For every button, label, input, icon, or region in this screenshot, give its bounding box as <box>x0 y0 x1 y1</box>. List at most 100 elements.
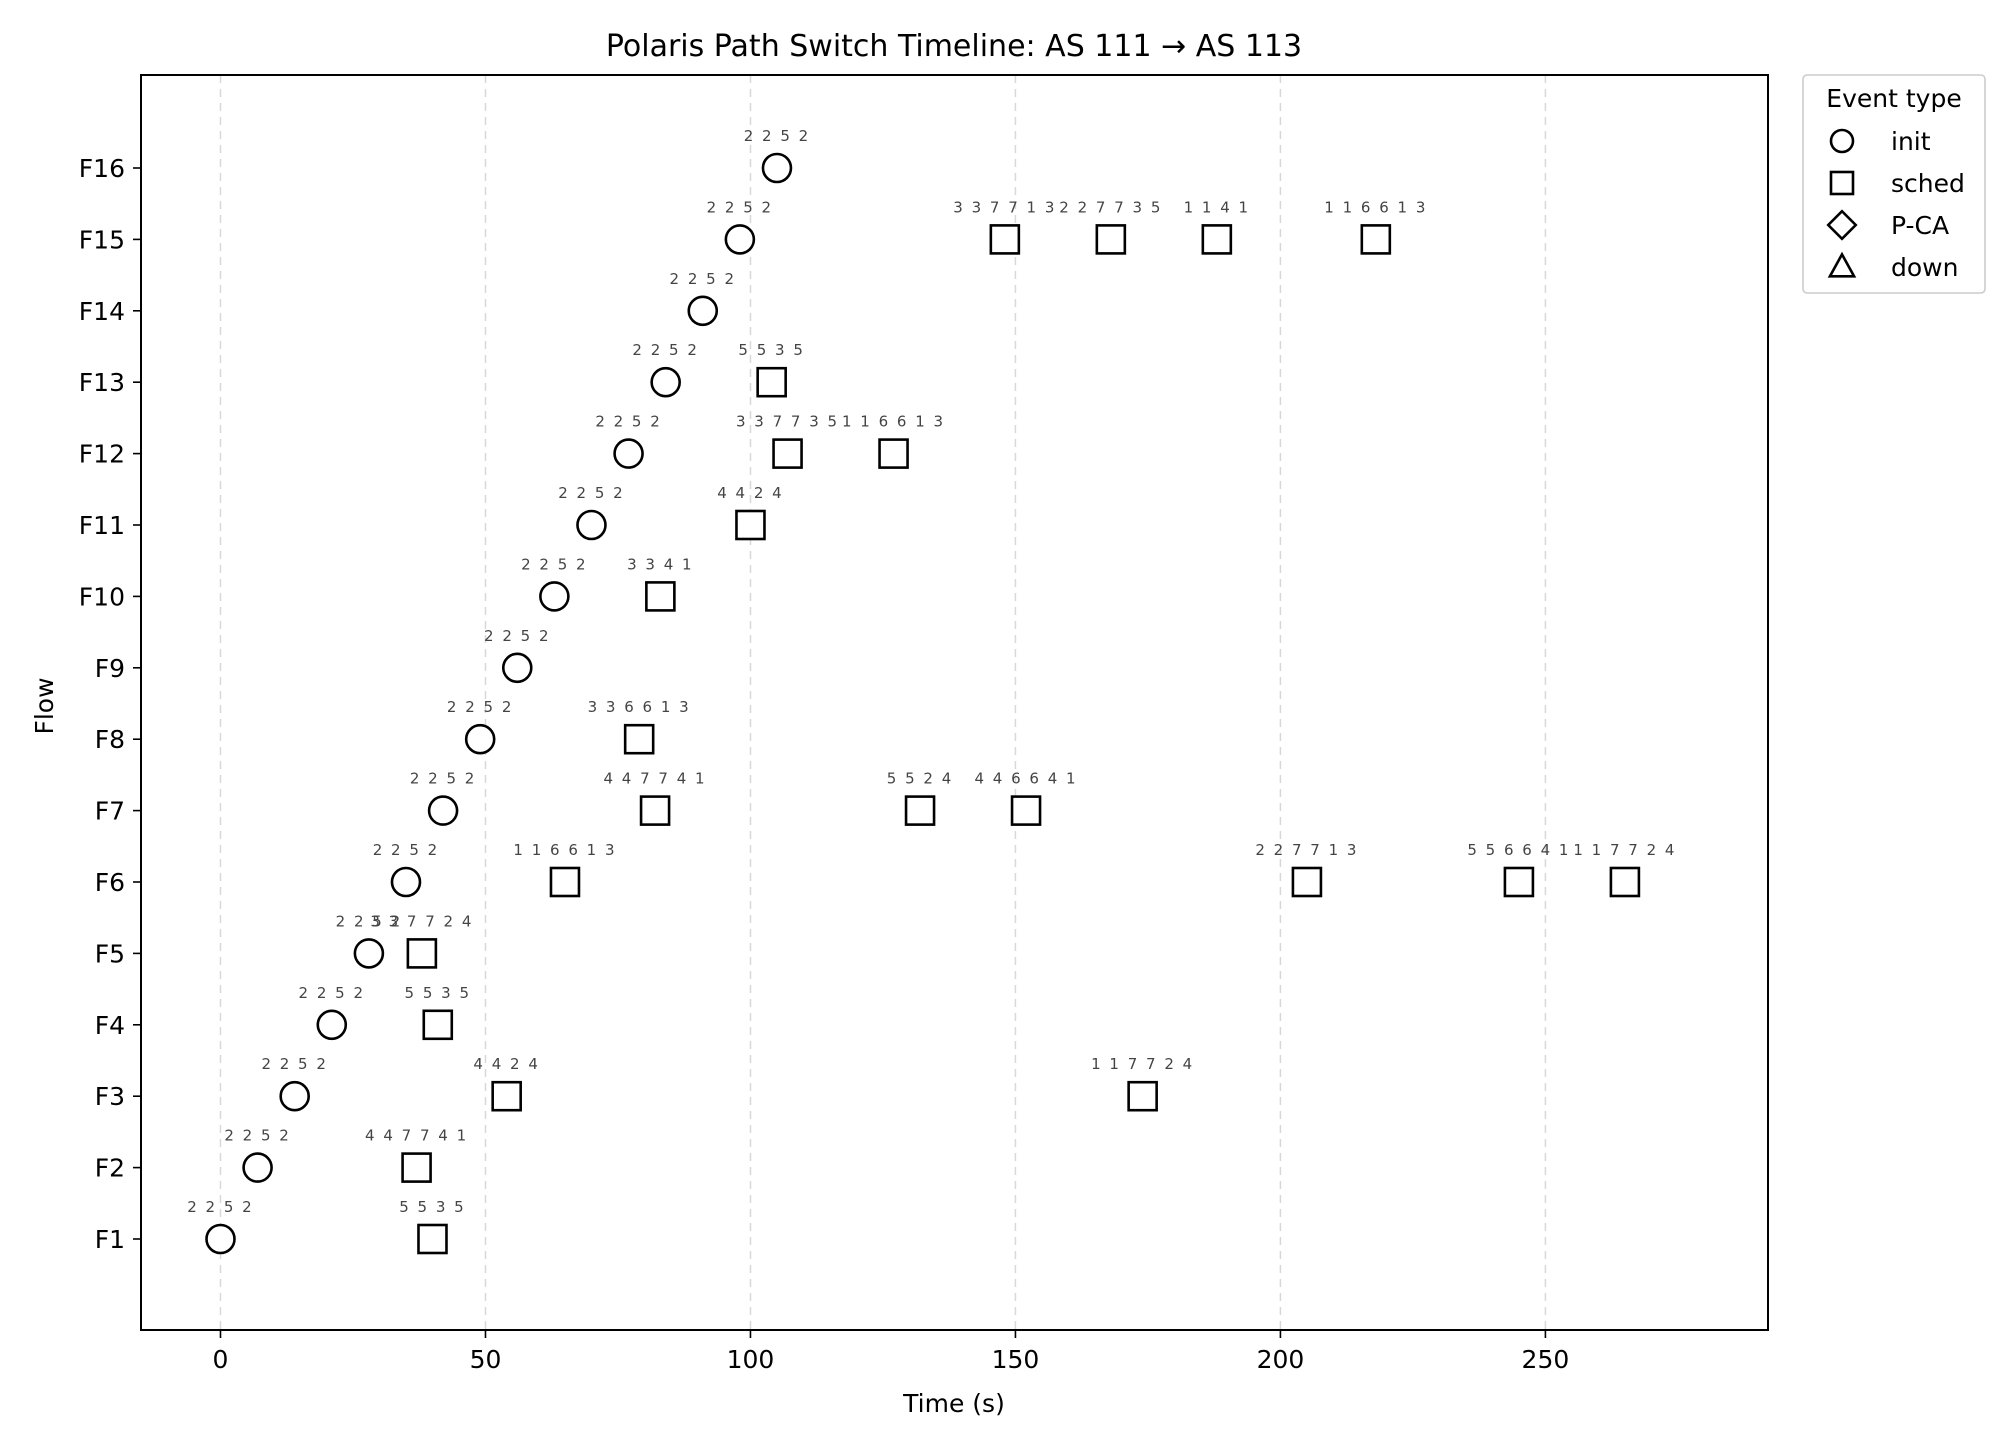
sched-point-label: 1 1 7 7 2 4 <box>1573 841 1676 859</box>
init-point-f6 <box>390 866 422 898</box>
init-point-f1 <box>205 1223 236 1255</box>
sched-point-label: 5 5 3 5 <box>738 341 804 359</box>
init-point-label: 2 2 5 2 <box>447 698 513 716</box>
x-tick-label: 200 <box>1257 1345 1305 1374</box>
sched-point-label: 4 4 2 4 <box>473 1055 539 1073</box>
init-point-label: 2 2 5 2 <box>484 627 550 645</box>
x-tick-label: 50 <box>470 1345 502 1374</box>
legend-entries: init sched P-CA down <box>1826 127 1965 282</box>
y-tick-label-f1: F1 <box>95 1225 125 1254</box>
init-point-f5 <box>353 938 385 969</box>
sched-point-label: 3 3 7 7 1 3 <box>953 198 1056 216</box>
y-tick-label-f11: F11 <box>79 511 125 540</box>
init-point-f7 <box>427 795 459 826</box>
axes: 0 50 100 150 200 250 F1 F2 F3 F4 F5 F6 F7 F8 F9 F10 F11 F… <box>79 154 1569 1374</box>
sched-point-label: 4 4 7 7 4 1 <box>365 1127 468 1145</box>
sched-point-f6 <box>1291 866 1323 898</box>
sched-point-f6 <box>1609 866 1641 898</box>
y-tick-label-f12: F12 <box>79 440 125 469</box>
x-tick-label: 150 <box>992 1345 1040 1374</box>
init-point-label: 2 2 5 2 <box>336 912 402 930</box>
y-tick-label-f3: F3 <box>95 1082 125 1111</box>
x-tick-label: 0 <box>213 1345 229 1374</box>
plot-frame <box>140 74 1769 1331</box>
sched-point-f6 <box>549 866 581 898</box>
sched-point-label: 3 3 7 7 3 5 <box>736 413 839 431</box>
y-tick-label-f10: F10 <box>79 582 125 611</box>
y-axis-label: Flow <box>30 677 59 734</box>
sched-point-f15 <box>1201 224 1233 255</box>
sched-point-f10 <box>645 581 676 612</box>
sched-point-f4 <box>422 1009 454 1041</box>
init-point-label: 2 2 5 2 <box>558 484 624 502</box>
y-tick-label-f9: F9 <box>95 654 125 683</box>
sched-point-f7 <box>1010 795 1042 826</box>
init-point-label: 2 2 5 2 <box>595 413 661 431</box>
init-point-f4 <box>316 1009 348 1041</box>
init-point-label: 2 2 5 2 <box>299 984 365 1002</box>
sched-point-label: 2 2 7 7 1 3 <box>1255 841 1358 859</box>
sched-point-f12 <box>772 438 803 469</box>
init-point-label: 2 2 5 2 <box>410 770 476 788</box>
sched-point-f11 <box>735 509 766 541</box>
init-point-label: 2 2 5 2 <box>521 555 587 573</box>
sched-point-f3 <box>1127 1080 1158 1112</box>
y-tick-label-f16: F16 <box>79 154 125 183</box>
init-point-f3 <box>279 1080 310 1112</box>
init-point-f12 <box>613 438 644 469</box>
legend-label-sched: sched <box>1891 169 1965 198</box>
init-point-f13 <box>650 366 681 398</box>
init-point-label: 2 2 5 2 <box>224 1127 290 1145</box>
sched-point-f5 <box>406 938 438 969</box>
x-tick-label: 250 <box>1522 1345 1570 1374</box>
sched-point-label: 1 1 7 7 2 4 <box>1091 1055 1194 1073</box>
sched-point-f7 <box>639 795 671 826</box>
sched-point-f7 <box>904 795 936 826</box>
sched-point-f15 <box>989 224 1021 255</box>
legend-label-p-ca: P-CA <box>1891 211 1949 240</box>
y-tick-label-f6: F6 <box>95 868 125 897</box>
y-tick-label-f8: F8 <box>95 725 125 754</box>
sched-point-label: 5 5 3 5 <box>399 1198 465 1216</box>
init-point-f11 <box>576 509 607 541</box>
legend-marker-triangle <box>1827 251 1857 278</box>
legend-marker-square <box>1829 170 1855 196</box>
init-point-f8 <box>464 723 496 755</box>
init-point-label: 2 2 5 2 <box>670 270 736 288</box>
y-tick-label-f15: F15 <box>79 225 125 254</box>
legend-title: Event type <box>1826 84 1961 113</box>
init-point-label: 2 2 5 2 <box>373 841 439 859</box>
y-tick-label-f2: F2 <box>95 1154 125 1183</box>
y-tick-label-f7: F7 <box>95 797 125 826</box>
sched-point-label: 2 2 7 7 3 5 <box>1059 198 1162 216</box>
data-marks: 2 2 5 2 2 2 5 2 2 2 5 2 2 2 5 2 2 2 5 2 2 2 5… <box>187 127 1676 1255</box>
y-tick-label-f4: F4 <box>95 1011 125 1040</box>
init-point-label: 2 2 5 2 <box>632 341 698 359</box>
sched-point-f12 <box>878 438 909 469</box>
sched-point-label: 1 1 6 6 1 3 <box>513 841 616 859</box>
sched-point-f15 <box>1095 224 1127 255</box>
sched-point-f15 <box>1360 224 1392 255</box>
sched-point-label: 1 1 4 1 <box>1184 198 1250 216</box>
init-point-f16 <box>761 152 793 184</box>
sched-point-f8 <box>623 723 655 755</box>
init-point-f10 <box>539 581 570 612</box>
legend-marker-circle <box>1829 128 1855 154</box>
legend-box <box>1802 74 1986 294</box>
legend-label-down: down <box>1891 253 1958 282</box>
sched-point-f1 <box>417 1223 448 1255</box>
sched-point-label: 1 1 6 6 1 3 <box>1324 198 1427 216</box>
init-point-label: 2 2 5 2 <box>187 1198 253 1216</box>
init-point-f14 <box>687 295 719 327</box>
sched-point-label: 1 1 6 6 1 3 <box>842 413 945 431</box>
legend: Event type init sched P-CA down <box>1802 74 1986 294</box>
init-point-f15 <box>724 224 756 255</box>
y-tick-label-f13: F13 <box>79 368 125 397</box>
y-tick-label-f14: F14 <box>79 297 125 326</box>
sched-point-f6 <box>1503 866 1535 898</box>
y-tick-label-f5: F5 <box>95 939 125 968</box>
sched-point-f3 <box>491 1080 522 1112</box>
sched-point-label: 5 5 2 4 <box>887 770 953 788</box>
